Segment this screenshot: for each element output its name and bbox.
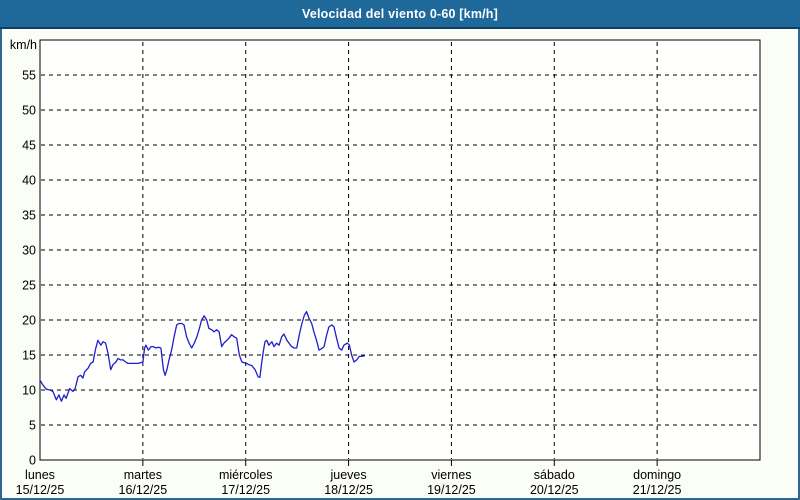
y-tick-label-0: 0 bbox=[29, 454, 36, 468]
y-tick-label-5: 5 bbox=[29, 419, 36, 433]
x-day-label-jueves: jueves bbox=[330, 468, 367, 482]
x-day-label-domingo: domingo bbox=[633, 468, 681, 482]
y-tick-label-45: 45 bbox=[22, 139, 36, 153]
x-date-label-viernes: 19/12/25 bbox=[427, 483, 476, 497]
x-date-label-sábado: 20/12/25 bbox=[530, 483, 579, 497]
x-date-label-miércoles: 17/12/25 bbox=[221, 483, 270, 497]
chart-title-bar: Velocidad del viento 0-60 [km/h] bbox=[0, 0, 800, 29]
x-day-label-sábado: sábado bbox=[534, 468, 575, 482]
y-tick-label-55: 55 bbox=[22, 69, 36, 83]
y-tick-label-20: 20 bbox=[22, 314, 36, 328]
y-tick-label-50: 50 bbox=[22, 104, 36, 118]
y-tick-label-25: 25 bbox=[22, 279, 36, 293]
x-day-label-martes: martes bbox=[124, 468, 162, 482]
y-tick-label-10: 10 bbox=[22, 384, 36, 398]
chart-title: Velocidad del viento 0-60 [km/h] bbox=[301, 6, 499, 21]
x-day-label-miércoles: miércoles bbox=[219, 468, 273, 482]
x-date-label-lunes: 15/12/25 bbox=[16, 483, 65, 497]
y-tick-label-35: 35 bbox=[22, 209, 36, 223]
y-tick-label-40: 40 bbox=[22, 174, 36, 188]
x-date-label-jueves: 18/12/25 bbox=[324, 483, 373, 497]
wind-speed-series-line bbox=[39, 310, 366, 402]
plot-area bbox=[39, 39, 761, 461]
x-date-label-domingo: 21/12/25 bbox=[633, 483, 682, 497]
y-axis-unit-label: km/h bbox=[10, 38, 37, 52]
x-day-label-lunes: lunes bbox=[25, 468, 55, 482]
y-tick-label-30: 30 bbox=[22, 244, 36, 258]
x-date-label-martes: 16/12/25 bbox=[119, 483, 168, 497]
y-tick-label-15: 15 bbox=[22, 349, 36, 363]
x-day-label-viernes: viernes bbox=[431, 468, 471, 482]
